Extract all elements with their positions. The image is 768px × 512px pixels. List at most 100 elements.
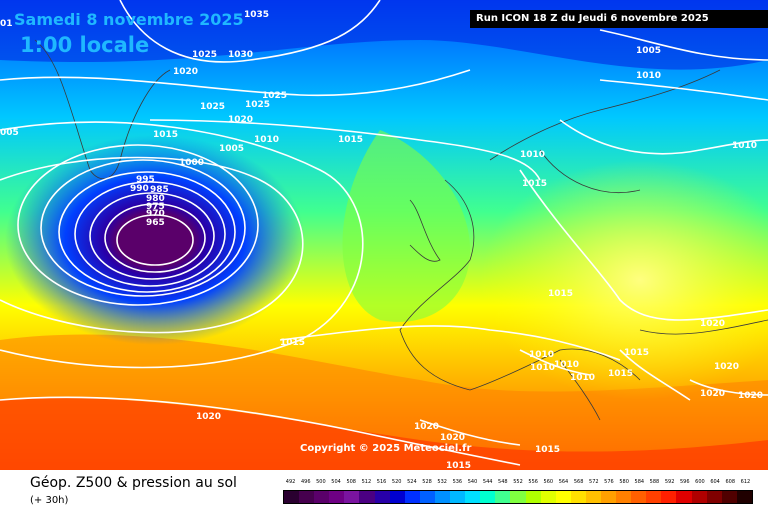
- color-scale-labels: 492 496 500 504 508 512 516 520 524 528 532 536 540 5…: [283, 479, 753, 489]
- scale-swatch: [525, 491, 541, 503]
- scale-swatch: [419, 491, 435, 503]
- valid-date: Samedi 8 novembre 2025: [14, 10, 244, 29]
- scale-swatch: [721, 491, 737, 503]
- scale-swatch: [404, 491, 420, 503]
- isobar-label: 1020: [700, 319, 725, 329]
- weather-map: 1035 1030 1025 1020 1025 1025 1025 1020 …: [0, 0, 768, 470]
- scale-swatch: [540, 491, 556, 503]
- scale-value: 548: [498, 479, 508, 485]
- scale-swatch: [495, 491, 511, 503]
- scale-value: 496: [300, 479, 311, 485]
- scale-value: 512: [361, 479, 372, 485]
- isobar-label: 1015: [608, 369, 633, 379]
- isobar-label: 1015: [535, 445, 560, 455]
- scale-swatch: [389, 491, 405, 503]
- scale-value: 520: [391, 479, 402, 485]
- isobar-labels: 1035 1030 1025 1020 1025 1025 1025 1020 …: [0, 10, 763, 470]
- scale-value: 544: [482, 479, 493, 485]
- scale-swatch: [570, 491, 586, 503]
- scale-swatch: [344, 491, 360, 503]
- isobar-label: 1010: [529, 350, 554, 360]
- isobar-label: 1025: [262, 91, 287, 101]
- isobar-label: 1030: [228, 50, 253, 60]
- lead-time: (+ 30h): [30, 495, 69, 506]
- isobar-label: 1010: [732, 141, 757, 151]
- scale-swatch: [374, 491, 390, 503]
- scale-swatch: [555, 491, 571, 503]
- product-title: Géop. Z500 & pression au sol: [30, 475, 237, 491]
- scale-value: 584: [634, 479, 645, 485]
- scale-swatch: [646, 491, 662, 503]
- scale-swatch: [600, 491, 617, 503]
- scale-swatch: [329, 491, 345, 503]
- isobar-label: 1020: [700, 389, 725, 399]
- isobar-label: 975: [146, 202, 165, 212]
- isobar-label: 1000: [179, 158, 204, 168]
- scale-swatch: [465, 491, 481, 503]
- scale-swatch: [661, 491, 677, 503]
- isobar-label: 1015: [522, 179, 547, 189]
- legend-footer: Géop. Z500 & pression au sol (+ 30h) 492…: [0, 470, 768, 512]
- color-scale-bar: [283, 490, 753, 504]
- isobar-label: 1025: [245, 100, 270, 110]
- isobar-label: 005: [0, 128, 19, 138]
- isobar-label: 1005: [219, 144, 244, 154]
- isobar-label: 1020: [738, 391, 763, 401]
- isobar-label: 1020: [196, 412, 221, 422]
- scale-value: 592: [664, 479, 675, 485]
- scale-value: 604: [710, 479, 720, 485]
- scale-swatch: [631, 491, 647, 503]
- scale-value: 492: [285, 479, 296, 485]
- scale-value: 556: [528, 479, 538, 485]
- scale-value: 560: [543, 479, 554, 485]
- scale-value: 608: [725, 479, 736, 485]
- isobar-label: 995: [136, 175, 155, 185]
- isobar-label: 1015: [153, 130, 178, 140]
- scale-swatch: [434, 491, 451, 503]
- isobar-label: 1015: [446, 461, 471, 470]
- isobar-label: 1010: [636, 71, 661, 81]
- scale-value: 572: [589, 479, 599, 485]
- isobar-label: 01: [0, 19, 13, 29]
- isobar-label: 1020: [440, 433, 465, 443]
- scale-value: 600: [695, 479, 705, 485]
- low-pressure-area: [5, 135, 305, 345]
- coastlines: [34, 39, 768, 421]
- scale-value: 540: [467, 479, 478, 485]
- isobar-label: 1015: [338, 135, 363, 145]
- isobar-label: 1010: [530, 363, 555, 373]
- isobar-label: 1015: [624, 348, 649, 358]
- isobar-label: 1010: [554, 360, 579, 370]
- isobar-label: 1015: [548, 289, 573, 299]
- isobar-label: 1035: [244, 10, 269, 20]
- scale-value: 536: [452, 479, 463, 485]
- scale-swatch: [691, 491, 707, 503]
- map-canvas: 1035 1030 1025 1020 1025 1025 1025 1020 …: [0, 0, 768, 470]
- scale-swatch: [314, 491, 330, 503]
- scale-value: 564: [558, 479, 569, 485]
- isobar-label: 980: [146, 194, 165, 204]
- scale-value: 528: [422, 479, 432, 485]
- isobar-label: 1010: [570, 373, 595, 383]
- scale-swatch: [359, 491, 375, 503]
- scale-value: 596: [679, 479, 690, 485]
- isobar-label: 1005: [636, 46, 661, 56]
- isobar-label: 1025: [200, 102, 225, 112]
- isobar-lines: [0, 0, 768, 465]
- scale-swatch: [736, 491, 752, 503]
- run-info-banner: Run ICON 18 Z du Jeudi 6 novembre 2025: [470, 10, 768, 28]
- scale-value: 516: [376, 479, 387, 485]
- scale-swatch: [284, 491, 300, 503]
- scale-value: 500: [316, 479, 326, 485]
- scale-value: 612: [740, 479, 751, 485]
- scale-swatch: [585, 491, 601, 503]
- scale-swatch: [676, 491, 692, 503]
- isobar-label: 1020: [414, 422, 439, 432]
- scale-value: 504: [331, 479, 341, 485]
- scale-value: 588: [649, 479, 660, 485]
- scale-value: 580: [619, 479, 629, 485]
- isobar-label: 990: [130, 184, 149, 194]
- scale-swatch: [510, 491, 526, 503]
- scale-value: 568: [573, 479, 584, 485]
- isobar-label: 965: [146, 218, 165, 228]
